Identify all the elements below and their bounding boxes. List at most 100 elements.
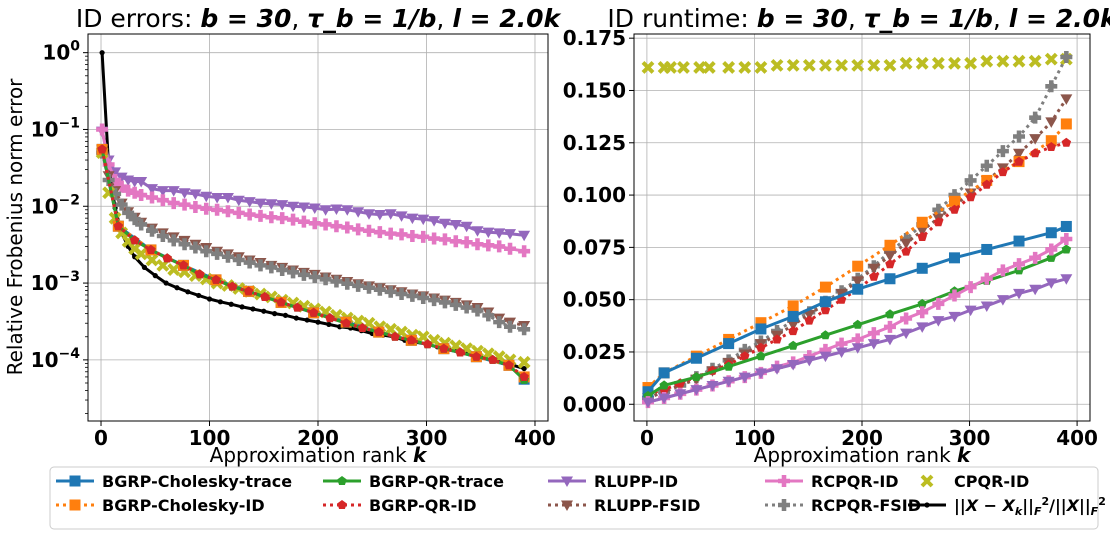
data-point (250, 306, 256, 312)
data-point (1013, 258, 1026, 271)
data-point (915, 56, 929, 70)
data-point (362, 224, 375, 237)
y-tick-label: 100 (42, 39, 80, 65)
data-point (900, 238, 913, 250)
data-point (395, 211, 408, 222)
data-point (326, 321, 332, 327)
data-point (980, 54, 994, 68)
data-point (867, 263, 880, 275)
x-tick-label: 400 (1056, 426, 1098, 450)
errors-title: ID errors: b = 30, τ_b = 1/b, l = 2.0k (76, 4, 562, 33)
data-point (97, 144, 107, 154)
y-tick-label: 0.125 (563, 131, 626, 155)
data-point (916, 322, 929, 333)
data-point (802, 58, 816, 72)
legend-marker (924, 502, 930, 508)
data-point (641, 397, 654, 409)
legend-label: ||X − Xk||F2/||X||F2 (954, 495, 1106, 518)
data-point (438, 233, 451, 246)
data-point (102, 158, 115, 171)
data-point (1029, 251, 1042, 264)
runtime-grid (634, 34, 1090, 421)
data-point (243, 286, 254, 296)
data-point (754, 61, 768, 74)
data-point (167, 234, 180, 247)
errors-plot-area (95, 50, 531, 385)
data-point (395, 228, 408, 241)
data-point (518, 230, 531, 242)
data-point (482, 227, 495, 239)
legend-label: BGRP-Cholesky-ID (102, 496, 265, 515)
data-point (428, 232, 441, 245)
data-point (964, 305, 977, 317)
series-rcpqr-id (96, 123, 531, 258)
data-point (980, 159, 993, 172)
data-point (916, 262, 928, 274)
data-point (754, 368, 767, 379)
data-point (493, 228, 506, 239)
legend-label: RLUPP-FSID (594, 496, 700, 515)
data-point (362, 281, 375, 294)
data-point (487, 354, 498, 364)
data-point (658, 367, 670, 379)
data-point (482, 239, 495, 252)
data-point (504, 229, 517, 240)
data-point (152, 273, 158, 279)
data-point (693, 61, 707, 74)
legend-marker (337, 476, 347, 485)
data-point (819, 296, 831, 308)
data-point (227, 281, 237, 291)
data-point (901, 246, 911, 256)
data-point (292, 302, 303, 312)
errors-ticks: 0 100 200 300 400 100 10−1 10−2 10−3 10−4 (31, 39, 556, 450)
data-point (239, 304, 245, 310)
data-point (1013, 288, 1026, 300)
data-point (406, 213, 419, 225)
data-point (438, 296, 451, 309)
data-point (185, 289, 191, 295)
data-point (471, 304, 484, 317)
data-point (964, 56, 978, 70)
y-tick-label: 0.075 (563, 235, 626, 259)
data-point (163, 280, 169, 286)
data-point (1029, 284, 1042, 296)
data-point (788, 340, 798, 350)
data-point (738, 372, 751, 384)
data-point (883, 320, 896, 333)
data-point (319, 218, 332, 231)
data-point (384, 227, 397, 240)
data-point (261, 308, 267, 314)
series-bgrp-qr-trace (643, 244, 1072, 400)
data-point (1029, 111, 1042, 124)
x-tick-label: 100 (734, 426, 776, 450)
data-point (916, 226, 929, 237)
data-point (341, 277, 354, 290)
data-point (211, 274, 221, 284)
data-point (330, 220, 343, 233)
data-point (196, 292, 202, 299)
legend-marker (69, 499, 81, 511)
data-point (276, 263, 289, 276)
data-point (852, 260, 864, 272)
data-point (965, 192, 976, 202)
legend-entry-bgrp-qr-id: BGRP-QR-ID (323, 496, 477, 515)
data-point (948, 311, 961, 323)
legend-items: BGRP-Cholesky-trace BGRP-Cholesky-ID BGRP-… (56, 472, 1106, 518)
data-point (449, 235, 462, 248)
data-point (243, 256, 256, 269)
data-point (641, 61, 655, 74)
data-point (304, 317, 310, 323)
errors-y-axis-label: Relative Frobenius norm error (3, 78, 27, 376)
series-cpqr-id (641, 52, 1073, 74)
data-point (899, 56, 913, 70)
data-point (146, 244, 156, 254)
data-point (1045, 227, 1057, 239)
data-point (460, 236, 473, 249)
data-point (982, 179, 992, 189)
data-point (135, 189, 148, 202)
data-point (851, 343, 864, 354)
data-point (1045, 117, 1058, 128)
data-point (115, 180, 128, 193)
data-point (933, 217, 944, 227)
data-point (932, 203, 945, 216)
